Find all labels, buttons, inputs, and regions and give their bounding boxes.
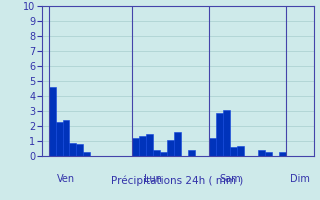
Bar	[84, 152, 91, 156]
Bar	[132, 138, 139, 156]
Bar	[167, 140, 174, 156]
Text: Lun: Lun	[144, 174, 162, 184]
Bar	[216, 112, 223, 156]
Bar	[62, 120, 69, 156]
Bar	[49, 87, 56, 156]
Bar	[258, 150, 265, 156]
Bar	[223, 110, 230, 156]
Text: Dim: Dim	[290, 174, 309, 184]
Bar	[76, 144, 84, 156]
Text: Sam: Sam	[219, 174, 241, 184]
Bar	[174, 132, 181, 156]
Bar	[209, 138, 216, 156]
Bar	[56, 121, 62, 156]
Bar	[265, 152, 272, 156]
Bar	[230, 147, 237, 156]
Bar	[139, 136, 146, 156]
Bar	[188, 150, 195, 156]
Bar	[160, 152, 167, 156]
Bar	[279, 152, 286, 156]
Text: Ven: Ven	[57, 174, 75, 184]
Bar	[146, 134, 153, 156]
Bar	[69, 142, 76, 156]
Bar	[153, 150, 160, 156]
Bar	[237, 146, 244, 156]
X-axis label: Précipitations 24h ( mm ): Précipitations 24h ( mm )	[111, 175, 244, 186]
